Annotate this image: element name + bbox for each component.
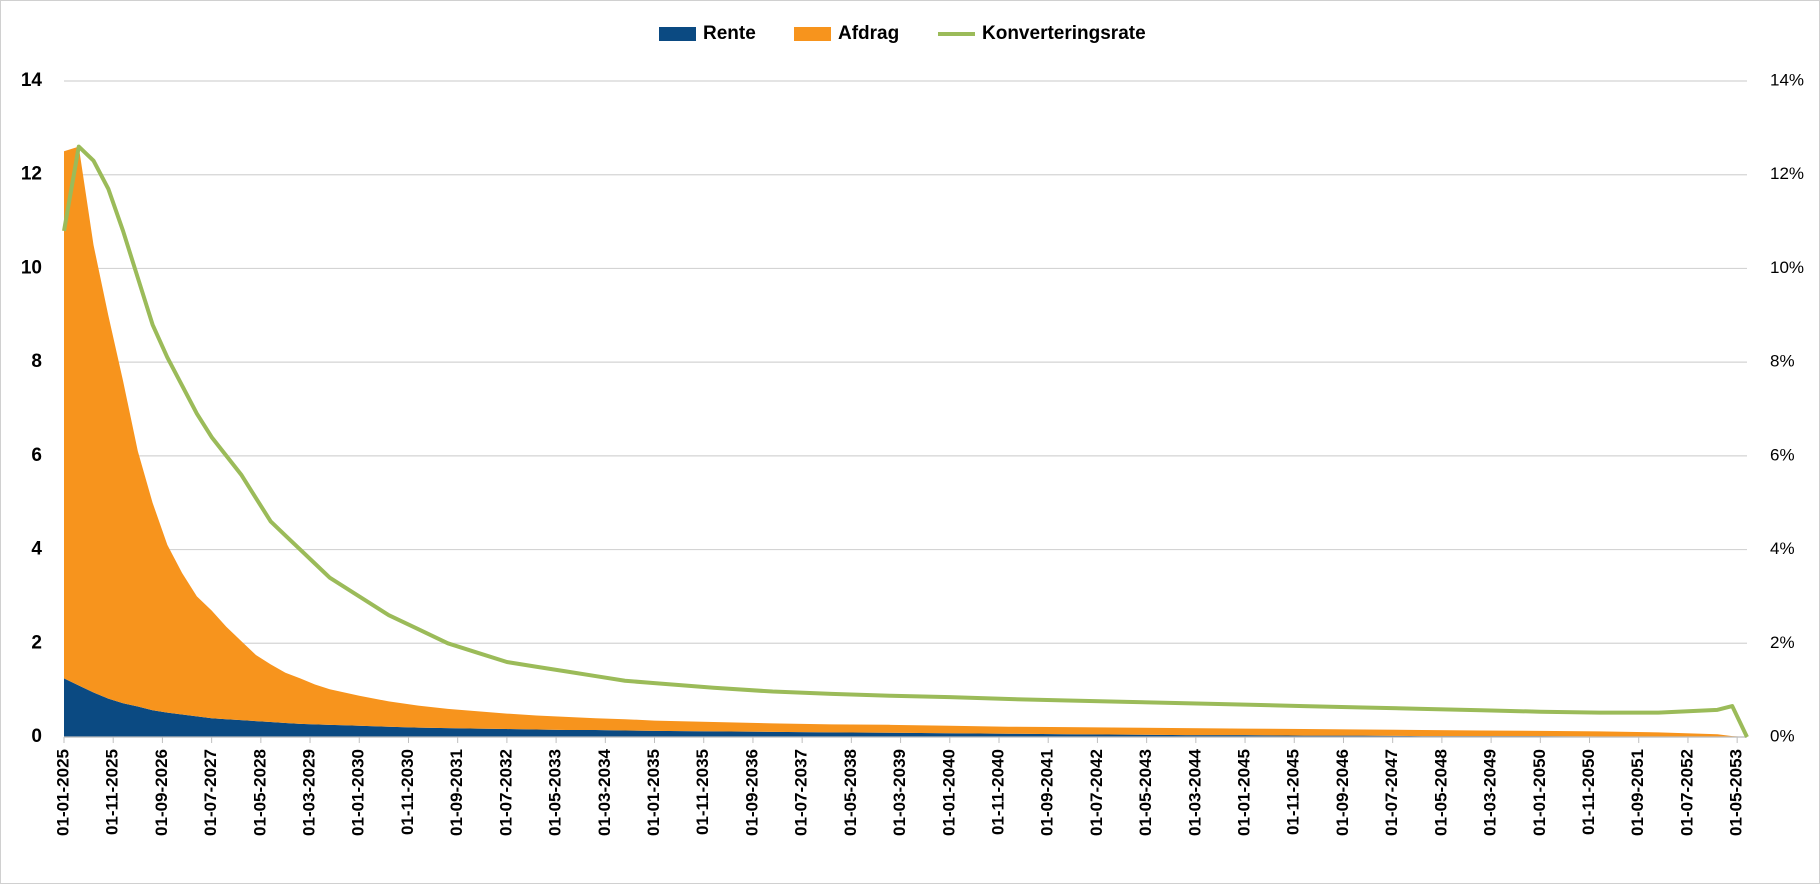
y-tick-label: 0 bbox=[31, 726, 42, 747]
line bbox=[62, 144, 1749, 738]
y2-tick-label: 2% bbox=[1770, 633, 1795, 652]
x-tick-label: 01-01-2035 bbox=[644, 749, 663, 836]
x-tick-label: 01-09-2041 bbox=[1038, 749, 1057, 836]
x-tick-label: 01-09-2031 bbox=[447, 749, 466, 836]
x-tick-label: 01-01-2025 bbox=[53, 749, 72, 836]
x-tick-label: 01-11-2045 bbox=[1284, 749, 1303, 835]
y2-tick-label: 12% bbox=[1770, 164, 1804, 183]
x-tick-label: 01-03-2049 bbox=[1481, 749, 1500, 836]
legend-label: Rente bbox=[703, 23, 756, 44]
legend-label: Afdrag bbox=[838, 23, 899, 44]
x-tick-label: 01-03-2034 bbox=[595, 748, 614, 836]
x-tick-label: 01-09-2036 bbox=[742, 749, 761, 836]
x-tick-label: 01-09-2046 bbox=[1333, 749, 1352, 836]
x-tick-label: 01-01-2030 bbox=[349, 749, 368, 836]
y2-tick-label: 8% bbox=[1770, 352, 1795, 371]
y-tick-label: 8 bbox=[31, 351, 42, 372]
x-tick-label: 01-07-2052 bbox=[1677, 749, 1696, 836]
x-tick-label: 01-07-2042 bbox=[1087, 749, 1106, 836]
x-tick-label: 01-05-2043 bbox=[1136, 749, 1155, 836]
x-tick-label: 01-05-2028 bbox=[250, 749, 269, 836]
x-tick-label: 01-03-2029 bbox=[300, 749, 319, 836]
y-tick-label: 10 bbox=[21, 257, 42, 278]
x-tick-label: 01-11-2040 bbox=[988, 749, 1007, 835]
y-tick-label: 12 bbox=[21, 164, 42, 185]
x-tick-label: 01-11-2050 bbox=[1579, 749, 1598, 835]
x-tick-label: 01-01-2045 bbox=[1235, 749, 1254, 836]
x-tick-label: 01-11-2025 bbox=[103, 749, 122, 835]
x-tick-label: 01-05-2038 bbox=[841, 749, 860, 836]
x-tick-label: 01-07-2027 bbox=[201, 749, 220, 836]
x-tick-label: 01-09-2051 bbox=[1628, 749, 1647, 836]
legend-swatch bbox=[659, 27, 696, 41]
x-tick-label: 01-05-2053 bbox=[1727, 749, 1746, 836]
x-tick-label: 01-09-2026 bbox=[152, 749, 171, 836]
y-tick-label: 2 bbox=[31, 632, 42, 653]
x-tick-label: 01-03-2039 bbox=[890, 749, 909, 836]
x-tick-label: 01-07-2047 bbox=[1382, 749, 1401, 836]
y2-tick-label: 0% bbox=[1770, 726, 1795, 745]
area bbox=[64, 678, 1747, 737]
x-tick-label: 01-05-2048 bbox=[1431, 749, 1450, 836]
y2-tick-label: 4% bbox=[1770, 539, 1795, 558]
y2-tick-label: 14% bbox=[1770, 70, 1804, 89]
legend-label: Konverteringsrate bbox=[982, 23, 1146, 44]
y-tick-label: 4 bbox=[31, 539, 42, 560]
y2-tick-label: 6% bbox=[1770, 445, 1795, 464]
x-tick-label: 01-07-2037 bbox=[792, 749, 811, 836]
legend-swatch bbox=[794, 27, 831, 41]
y-tick-label: 6 bbox=[31, 445, 42, 466]
x-tick-label: 01-11-2035 bbox=[693, 749, 712, 835]
y2-tick-label: 10% bbox=[1770, 258, 1804, 277]
y-tick-label: 14 bbox=[21, 70, 43, 91]
x-tick-label: 01-01-2050 bbox=[1530, 749, 1549, 836]
x-tick-label: 01-11-2030 bbox=[398, 749, 417, 835]
area bbox=[64, 146, 1747, 738]
x-tick-label: 01-05-2033 bbox=[546, 749, 565, 836]
x-tick-label: 01-07-2032 bbox=[496, 749, 515, 836]
x-tick-label: 01-01-2040 bbox=[939, 749, 958, 836]
x-tick-label: 01-03-2044 bbox=[1185, 748, 1204, 836]
